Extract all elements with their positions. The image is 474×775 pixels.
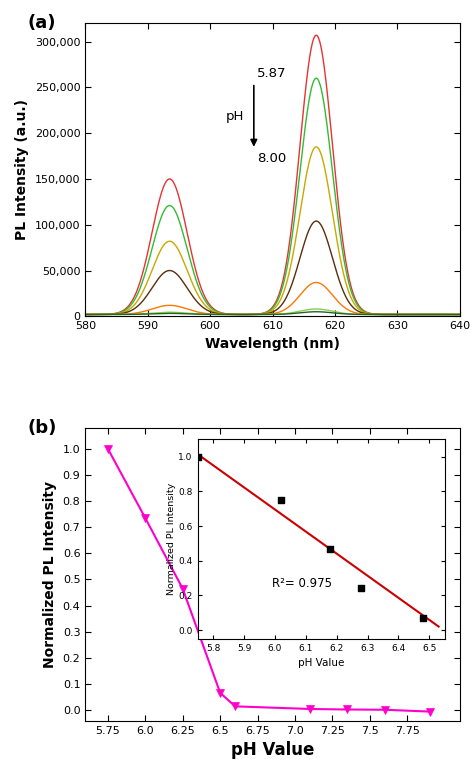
Text: pH: pH xyxy=(226,110,245,122)
Text: (a): (a) xyxy=(27,15,56,33)
X-axis label: Wavelength (nm): Wavelength (nm) xyxy=(205,336,340,351)
Y-axis label: PL Intensity (a.u.): PL Intensity (a.u.) xyxy=(15,99,29,240)
Y-axis label: Normalized PL Intensity: Normalized PL Intensity xyxy=(43,480,57,668)
Text: 5.87: 5.87 xyxy=(257,67,286,80)
X-axis label: pH Value: pH Value xyxy=(231,741,314,760)
Text: 8.00: 8.00 xyxy=(257,153,286,165)
Text: (b): (b) xyxy=(27,419,57,437)
